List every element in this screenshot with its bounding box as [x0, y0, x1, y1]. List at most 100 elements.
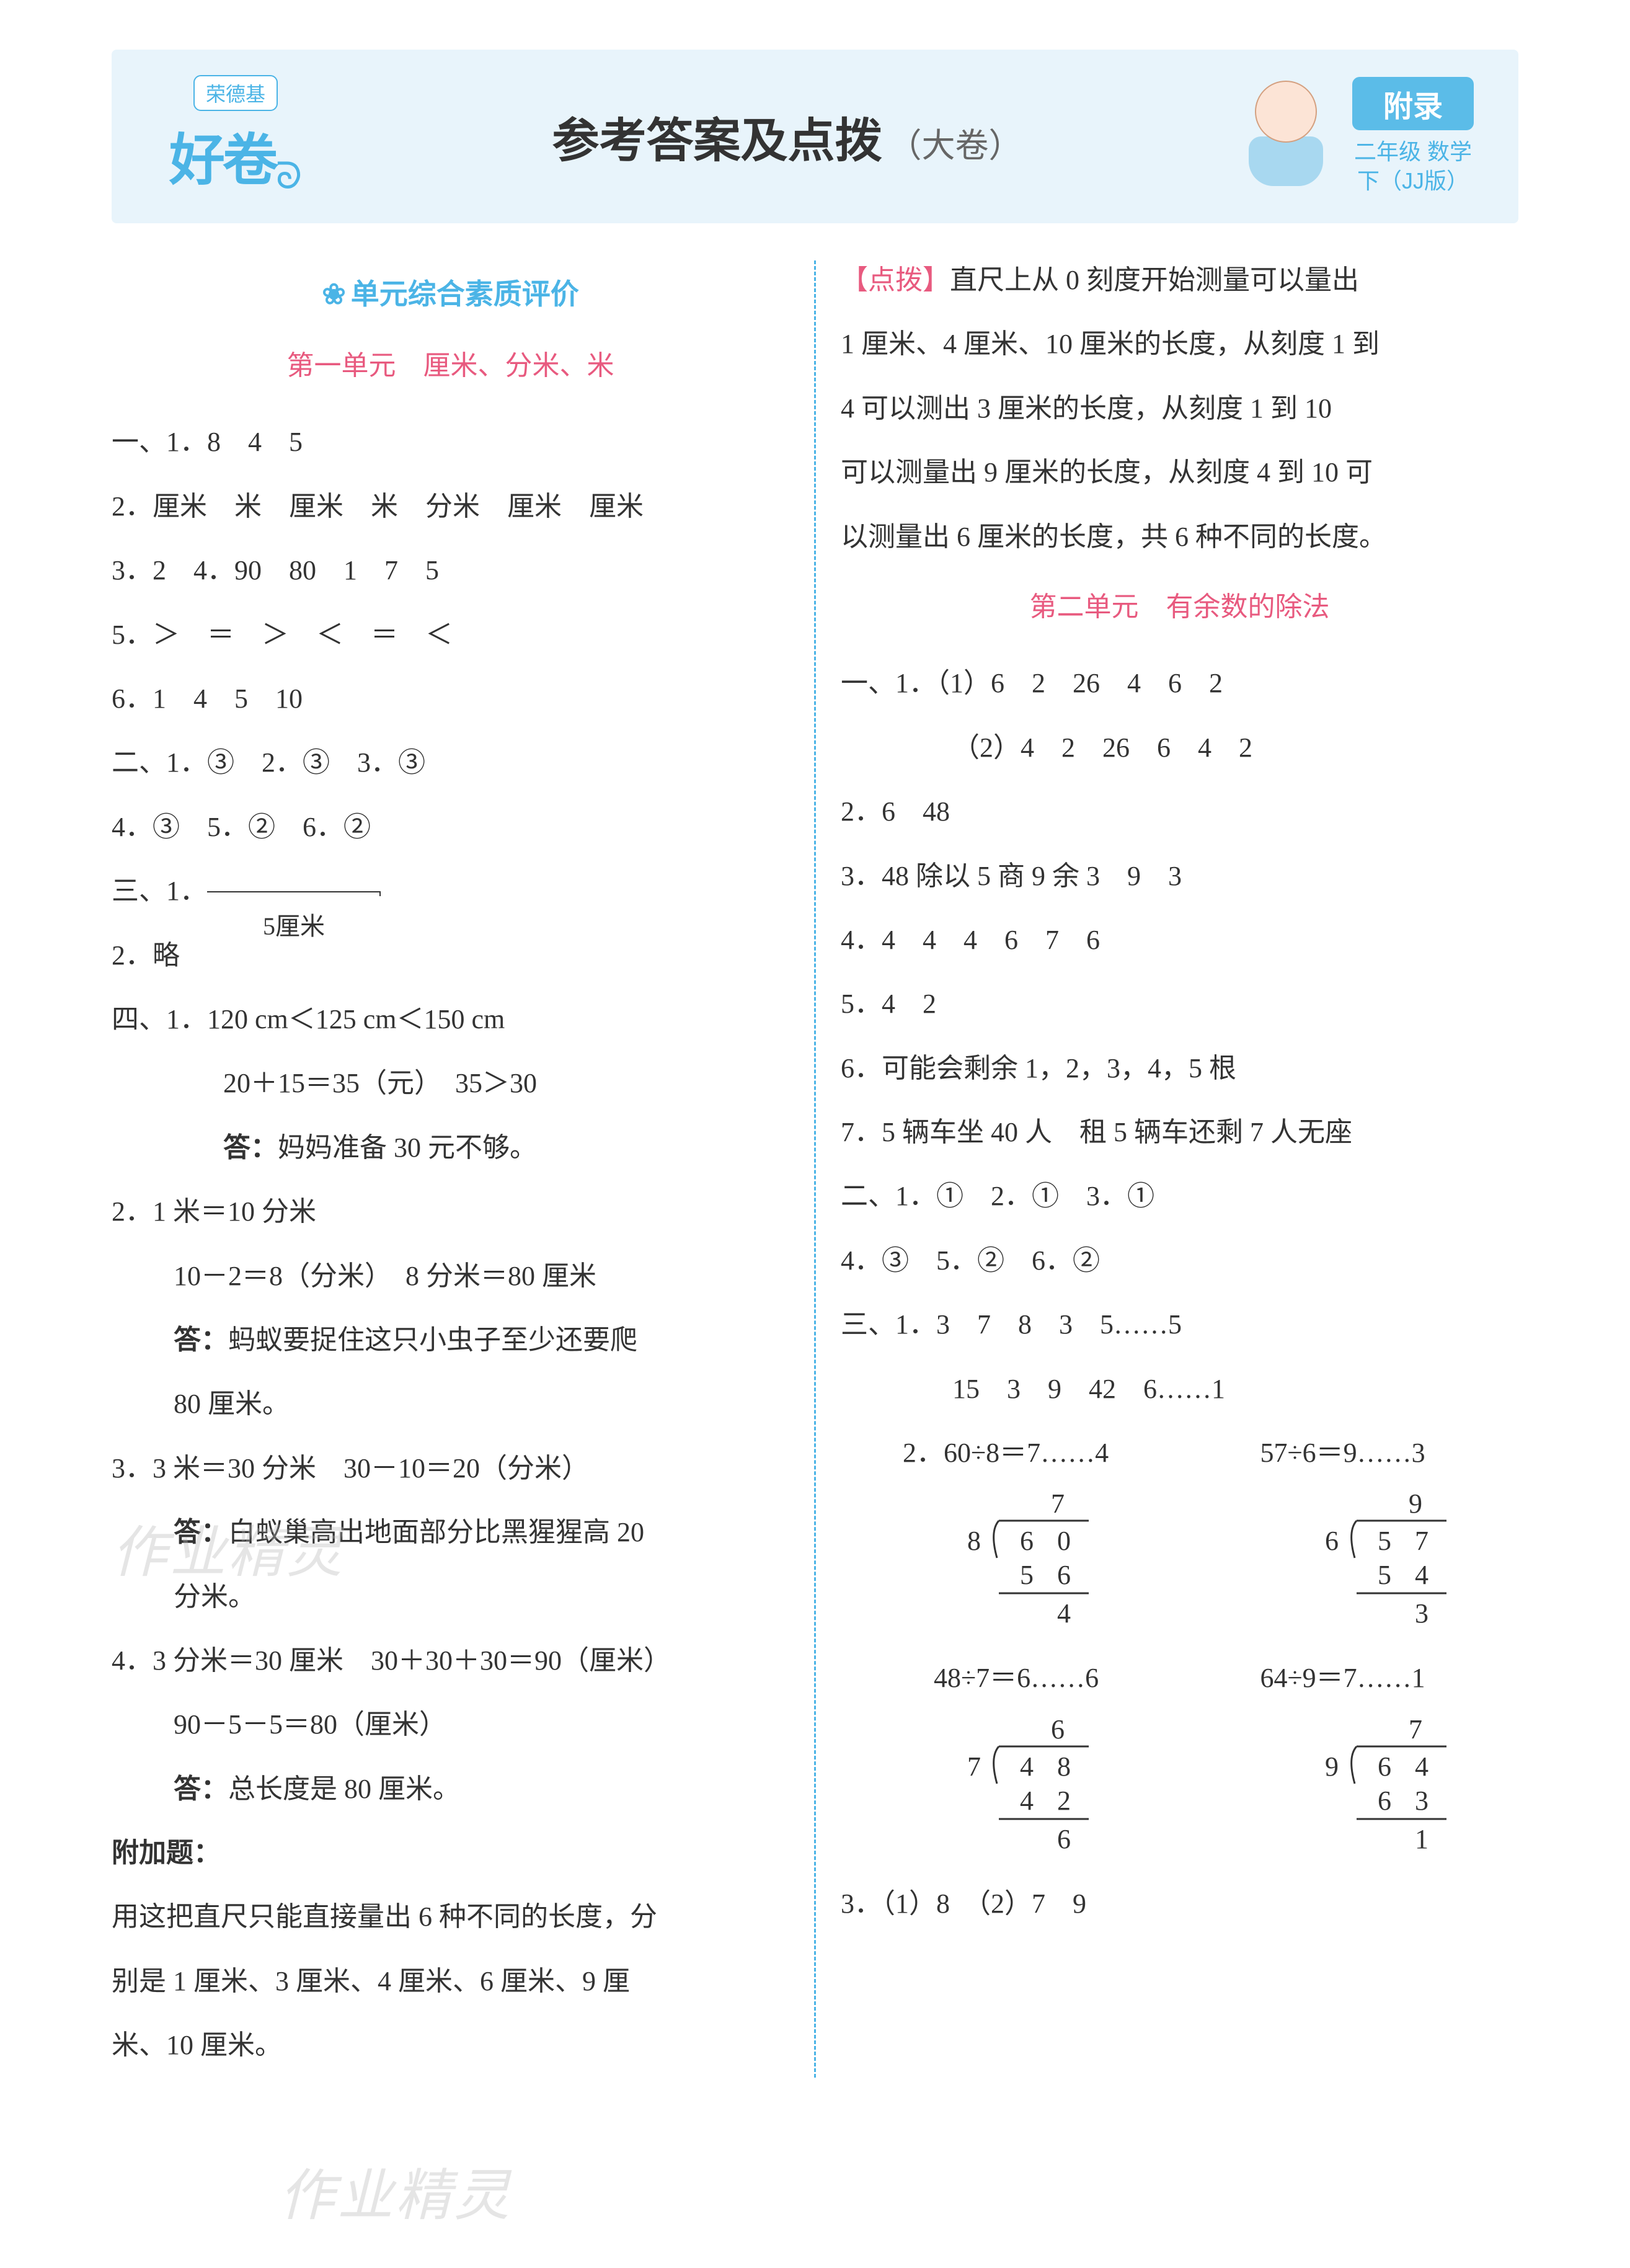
long-division-svg: 9 6 5 7 5 4 3: [1285, 1485, 1459, 1646]
q2-label: 2．: [903, 1438, 944, 1468]
svg-text:3: 3: [1415, 1785, 1428, 1816]
text-line: 3．3 米＝30 分米 30－10＝20（分米）: [112, 1436, 789, 1500]
text-line: 2．1 米＝10 分米: [112, 1180, 789, 1243]
svg-text:2: 2: [1057, 1785, 1071, 1816]
text-line: 米、10 厘米。: [112, 2013, 789, 2077]
text-line: 4．③ 5．② 6．②: [841, 1229, 1518, 1292]
text-line: 别是 1 厘米、3 厘米、4 厘米、6 厘米、9 厘: [112, 1949, 789, 2013]
badge-line2: 下（JJ版）: [1354, 167, 1472, 196]
svg-text:3: 3: [1415, 1598, 1428, 1629]
main-title: 参考答案及点拨: [552, 115, 882, 167]
logo-tag: 荣德基: [193, 75, 278, 111]
text-line: 答：总长度是 80 厘米。: [112, 1757, 789, 1821]
unit-title-2: 第二单元 有余数的除法: [841, 575, 1518, 639]
div-problem-1: 2．60÷8＝7……4 7 8 6 0 5 6 4: [878, 1421, 1161, 1646]
svg-text:6: 6: [1057, 1560, 1071, 1590]
right-column: 【点拨】直尺上从 0 刻度开始测量可以量出 1 厘米、4 厘米、10 厘米的长度…: [841, 248, 1518, 2078]
text-line: 7．5 辆车坐 40 人 租 5 辆车还剩 7 人无座: [841, 1100, 1518, 1164]
svg-text:4: 4: [1020, 1785, 1034, 1816]
hint-line: 可以测量出 9 厘米的长度，从刻度 4 到 10 可: [841, 440, 1518, 504]
long-division-3: 6 7 4 8 4 2 6: [878, 1710, 1161, 1872]
svg-text:6: 6: [1051, 1714, 1065, 1745]
watermark-2: 作业精灵: [279, 2150, 512, 2231]
svg-text:9: 9: [1409, 1488, 1422, 1519]
text-line: 10－2＝8（分米） 8 分米＝80 厘米: [112, 1244, 789, 1308]
text-line: 二、1．① 2．① 3．①: [841, 1164, 1518, 1228]
svg-text:9: 9: [1325, 1751, 1339, 1782]
svg-text:8: 8: [1057, 1751, 1071, 1782]
svg-text:4: 4: [1057, 1598, 1071, 1629]
svg-text:6: 6: [1325, 1526, 1339, 1556]
text-line: 二、1．③ 2．③ 3．③: [112, 731, 789, 794]
unit-title-1: 第一单元 厘米、分米、米: [112, 334, 789, 398]
logo-area: 荣德基 好卷ᘐ: [136, 75, 335, 198]
text-line: 分米。: [112, 1565, 789, 1629]
hint-label: 【点拨】: [841, 265, 950, 295]
text-line: （2）4 2 26 6 4 2: [841, 716, 1518, 780]
text-line: 附加题：: [112, 1821, 789, 1885]
hint-text: 直尺上从 0 刻度开始测量可以量出: [950, 265, 1359, 295]
text-line: 5．＞ ＝ ＞ ＜ ＝ ＜: [112, 603, 789, 667]
division-row-1: 2．60÷8＝7……4 7 8 6 0 5 6 4 57÷6＝9……3 9 6 …: [841, 1421, 1518, 1646]
hint-line: 以测量出 6 厘米的长度，共 6 种不同的长度。: [841, 505, 1518, 569]
title-area: 参考答案及点拨（大卷）: [335, 102, 1239, 171]
text-line: 80 厘米。: [112, 1372, 789, 1436]
svg-text:1: 1: [1415, 1824, 1428, 1854]
text-line: 答：妈妈准备 30 元不够。: [112, 1116, 789, 1180]
text-line: 5．4 2: [841, 972, 1518, 1036]
svg-text:7: 7: [1051, 1488, 1065, 1519]
long-division-4: 7 9 6 4 6 3 1: [1236, 1710, 1519, 1872]
hint-line: 4 可以测出 3 厘米的长度，从刻度 1 到 10: [841, 376, 1518, 440]
svg-text:0: 0: [1057, 1526, 1071, 1556]
text-line: 2．略: [112, 923, 789, 987]
div-problem-3: 48÷7＝6……6 6 7 4 8 4 2 6: [878, 1646, 1161, 1871]
question-3: 3．（1）8 （2）7 9: [841, 1872, 1518, 1936]
content-area: 单元综合素质评价 第一单元 厘米、分米、米 一、1．8 4 52．厘米 米 厘米…: [112, 248, 1518, 2078]
svg-text:4: 4: [1020, 1751, 1034, 1782]
svg-text:4: 4: [1415, 1560, 1428, 1590]
svg-text:7: 7: [1415, 1526, 1428, 1556]
logo-main: 好卷ᘐ: [169, 115, 302, 198]
eq-1: 60÷8＝7……4: [944, 1438, 1109, 1468]
svg-text:5: 5: [1378, 1526, 1391, 1556]
svg-text:6: 6: [1057, 1824, 1071, 1854]
eq-2: 57÷6＝9……3: [1236, 1421, 1519, 1485]
div-problem-4: 64÷9＝7……1 7 9 6 4 6 3 1: [1236, 1646, 1519, 1871]
text-line: 一、1．（1）6 2 26 4 6 2: [841, 651, 1518, 715]
text-line: 3．2 4．90 80 1 7 5: [112, 538, 789, 602]
svg-text:6: 6: [1378, 1785, 1391, 1816]
long-division-svg: 7 8 6 0 5 6 4: [928, 1485, 1101, 1646]
svg-text:7: 7: [1409, 1714, 1422, 1745]
right-lines-container: 一、1．（1）6 2 26 4 6 2（2）4 2 26 6 4 22．6 48…: [841, 651, 1518, 1421]
svg-text:5: 5: [1020, 1560, 1034, 1590]
text-line: 4．3 分米＝30 厘米 30＋30＋30＝90（厘米）: [112, 1629, 789, 1692]
badge-area: 附录 二年级 数学 下（JJ版）: [1332, 77, 1494, 196]
text-line: 答：蚂蚁要捉住这只小虫子至少还要爬: [112, 1308, 789, 1372]
text-line: 三、1．3 7 8 3 5……5: [841, 1292, 1518, 1356]
text-line: 四、1．120 cm＜125 cm＜150 cm: [112, 987, 789, 1051]
section-header: 单元综合素质评价: [112, 260, 789, 327]
text-line: 2．厘米 米 厘米 米 分米 厘米 厘米: [112, 474, 789, 538]
svg-text:6: 6: [1378, 1751, 1391, 1782]
question-2: 2．60÷8＝7……4 7 8 6 0 5 6 4 57÷6＝9……3 9 6 …: [841, 1421, 1518, 1872]
badge-bottom: 二年级 数学 下（JJ版）: [1354, 138, 1472, 196]
hint-block: 【点拨】直尺上从 0 刻度开始测量可以量出: [841, 248, 1518, 312]
text-line: 20＋15＝35（元） 35＞30: [112, 1051, 789, 1115]
text-line: 三、1．5厘米: [112, 859, 789, 923]
svg-text:8: 8: [967, 1526, 981, 1556]
text-line: 4．③ 5．② 6．②: [112, 795, 789, 859]
svg-text:7: 7: [967, 1751, 981, 1782]
div-problem-2: 57÷6＝9……3 9 6 5 7 5 4 3: [1236, 1421, 1519, 1646]
long-division-2: 9 6 5 7 5 4 3: [1236, 1485, 1519, 1646]
badge-top: 附录: [1352, 77, 1474, 130]
text-line: 6．可能会剩余 1，2，3，4，5 根: [841, 1036, 1518, 1100]
text-line: 6．1 4 5 10: [112, 667, 789, 731]
long-division-1: 7 8 6 0 5 6 4: [878, 1485, 1161, 1646]
swirl-icon: ᘐ: [276, 155, 302, 198]
svg-text:4: 4: [1415, 1751, 1428, 1782]
sub-title: （大卷）: [888, 127, 1022, 164]
text-line: 90－5－5＝80（厘米）: [112, 1692, 789, 1756]
text-line: 3．48 除以 5 商 9 余 3 9 3: [841, 844, 1518, 908]
text-line: 用这把直尺只能直接量出 6 种不同的长度，分: [112, 1885, 789, 1949]
svg-text:5: 5: [1378, 1560, 1391, 1590]
